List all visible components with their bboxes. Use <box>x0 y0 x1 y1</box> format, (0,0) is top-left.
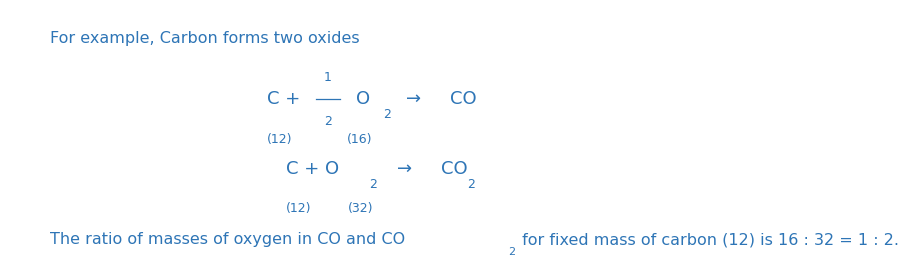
Text: 2: 2 <box>324 115 332 128</box>
Text: The ratio of masses of oxygen in CO and CO: The ratio of masses of oxygen in CO and … <box>50 232 405 247</box>
Text: (12): (12) <box>267 133 293 146</box>
Text: 2: 2 <box>369 178 377 191</box>
Text: 1: 1 <box>324 71 332 84</box>
Text: C + O: C + O <box>286 160 340 178</box>
Text: 2: 2 <box>467 178 476 191</box>
Text: →: → <box>397 160 412 178</box>
Text: (16): (16) <box>347 133 372 146</box>
Text: 2: 2 <box>383 108 391 121</box>
Text: C +: C + <box>267 90 301 108</box>
Text: 2: 2 <box>508 247 516 256</box>
Text: CO: CO <box>450 90 477 108</box>
Text: For example, Carbon forms two oxides: For example, Carbon forms two oxides <box>50 31 360 46</box>
Text: CO: CO <box>441 160 467 178</box>
Text: →: → <box>406 90 421 108</box>
Text: O: O <box>356 90 371 108</box>
Text: for fixed mass of carbon (12) is 16 : 32 = 1 : 2.: for fixed mass of carbon (12) is 16 : 32… <box>517 232 900 247</box>
Text: (12): (12) <box>286 203 312 215</box>
Text: (32): (32) <box>348 203 373 215</box>
